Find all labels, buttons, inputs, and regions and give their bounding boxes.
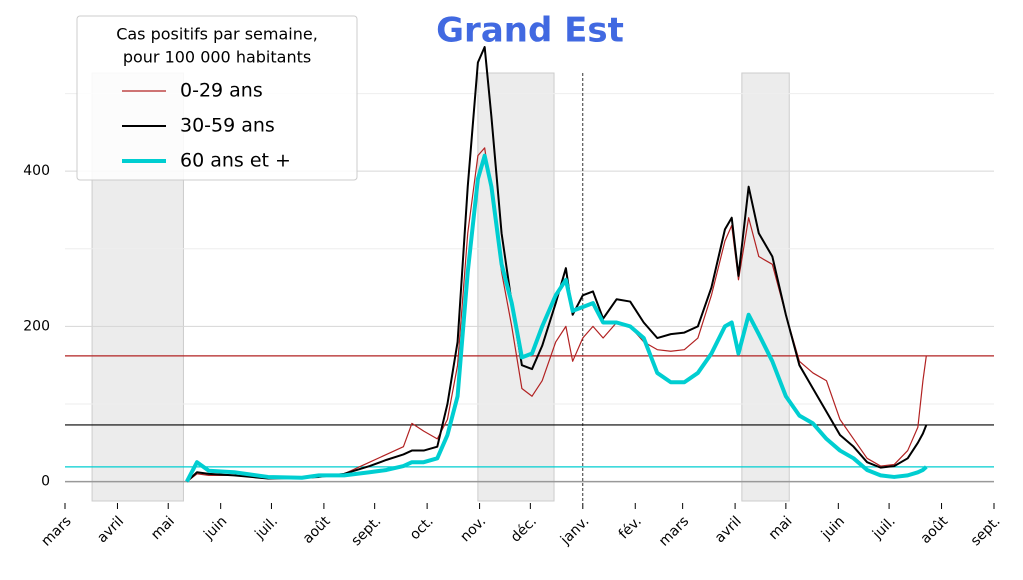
x-tick-label: août <box>300 513 334 547</box>
y-tick-label: 200 <box>23 318 50 334</box>
shaded-span <box>477 72 555 502</box>
x-tick-label: sept. <box>968 513 1004 549</box>
legend-title: Cas positifs par semaine, <box>116 25 318 44</box>
x-tick-label: oct. <box>407 513 437 543</box>
x-tick-label: juin <box>200 513 230 543</box>
x-tick-label: mars <box>38 513 74 549</box>
x-tick-label: nov. <box>457 513 489 545</box>
shaded-span <box>741 72 790 502</box>
series-line <box>186 46 928 483</box>
y-tick-label: 400 <box>23 163 50 179</box>
legend-label: 30-59 ans <box>180 115 275 137</box>
x-tick-label: déc. <box>508 513 540 545</box>
x-tick-label: mai <box>766 513 796 543</box>
legend-label: 0-29 ans <box>180 80 263 102</box>
x-tick-label: sept. <box>348 513 384 549</box>
x-tick-label: août <box>918 513 952 547</box>
x-tick-label: juil. <box>251 513 281 543</box>
series-line <box>185 153 928 483</box>
y-tick-label: 0 <box>41 474 50 490</box>
legend-box <box>76 15 358 181</box>
x-tick-label: fév. <box>616 513 645 542</box>
legend: Cas positifs par semaine, pour 100 000 ha… <box>76 15 358 181</box>
x-tick-label: mai <box>148 513 178 543</box>
legend-label: 60 ans et + <box>180 150 291 172</box>
x-tick-label: juin <box>818 513 848 543</box>
x-tick-label: mars <box>656 513 692 549</box>
x-tick-label: juil. <box>869 513 899 543</box>
legend-title: pour 100 000 habitants <box>123 48 311 67</box>
series-line <box>186 147 927 483</box>
x-tick-label: avril <box>712 513 745 546</box>
chart-title: Grand Est <box>436 11 624 51</box>
x-tick-label: janv. <box>557 513 592 548</box>
x-tick-label: avril <box>94 513 127 546</box>
